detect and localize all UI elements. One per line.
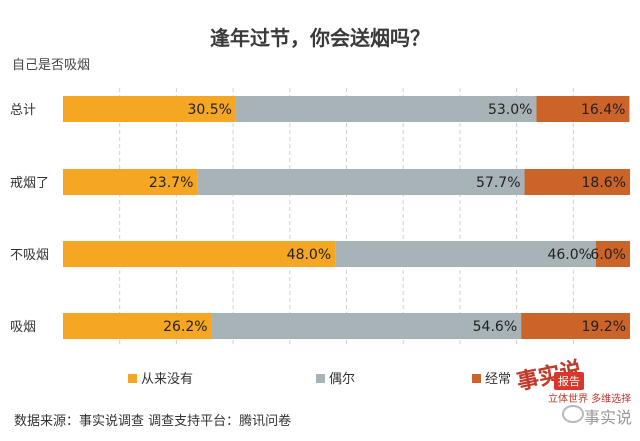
legend-swatch: [128, 374, 137, 383]
bar-value-label: 19.2%: [582, 319, 626, 335]
bar-value-label: 57.7%: [476, 175, 520, 191]
gridlines: [119, 88, 574, 346]
logo-sub: 立体世界 多维选择: [548, 394, 632, 405]
legend-label: 经常: [485, 372, 511, 387]
bar-value-label: 26.2%: [163, 319, 207, 335]
source-note: 数据来源：事实说调查 调查支持平台：腾讯问卷: [14, 414, 292, 429]
bar-value-label: 6.0%: [590, 247, 626, 263]
y-axis-label: 自己是否吸烟: [12, 58, 91, 73]
bar-labels: 30.5% 53.0% 16.4% 23.7% 57.7% 18.6% 48.0% 46.0%…: [149, 102, 626, 335]
watermark-text: 事实说: [584, 408, 633, 427]
bar-value-label: 53.0%: [488, 102, 532, 118]
bar-segment: [595, 241, 630, 267]
category-label: 戒烟了: [10, 176, 49, 191]
bar-value-label: 16.4%: [581, 102, 625, 118]
bar-value-label: 54.6%: [473, 319, 517, 335]
bar-segment: [63, 313, 212, 339]
bar-segment: [524, 169, 630, 195]
legend-swatch: [316, 374, 325, 383]
legend-label: 从来没有: [141, 372, 193, 387]
bar-segment: [63, 169, 198, 195]
bar-value-label: 23.7%: [149, 175, 193, 191]
bar-value-label: 46.0%: [547, 247, 591, 263]
bar-segment: [521, 313, 630, 339]
category-label: 吸烟: [10, 320, 36, 335]
bar-segment: [197, 169, 525, 195]
legend-swatch: [472, 374, 481, 383]
bar-segment: [536, 96, 630, 122]
bar-value-label: 30.5%: [187, 102, 231, 118]
bar-segment: [235, 96, 537, 122]
bar-value-label: 48.0%: [287, 247, 331, 263]
legend: 从来没有 偶尔 经常: [128, 372, 511, 387]
legend-label: 偶尔: [329, 372, 355, 387]
wechat-icon: [562, 405, 584, 423]
bar-value-label: 18.6%: [582, 175, 626, 191]
chart-title: 逢年过节，你会送烟吗？: [210, 26, 430, 50]
category-label: 不吸烟: [10, 248, 49, 263]
bar-segment: [63, 96, 236, 122]
category-label: 总计: [10, 103, 36, 118]
bars: [63, 96, 630, 339]
logo-badge: 报告: [554, 372, 584, 390]
bar-segment: [335, 241, 596, 267]
bar-segment: [63, 241, 336, 267]
bar-segment: [211, 313, 522, 339]
